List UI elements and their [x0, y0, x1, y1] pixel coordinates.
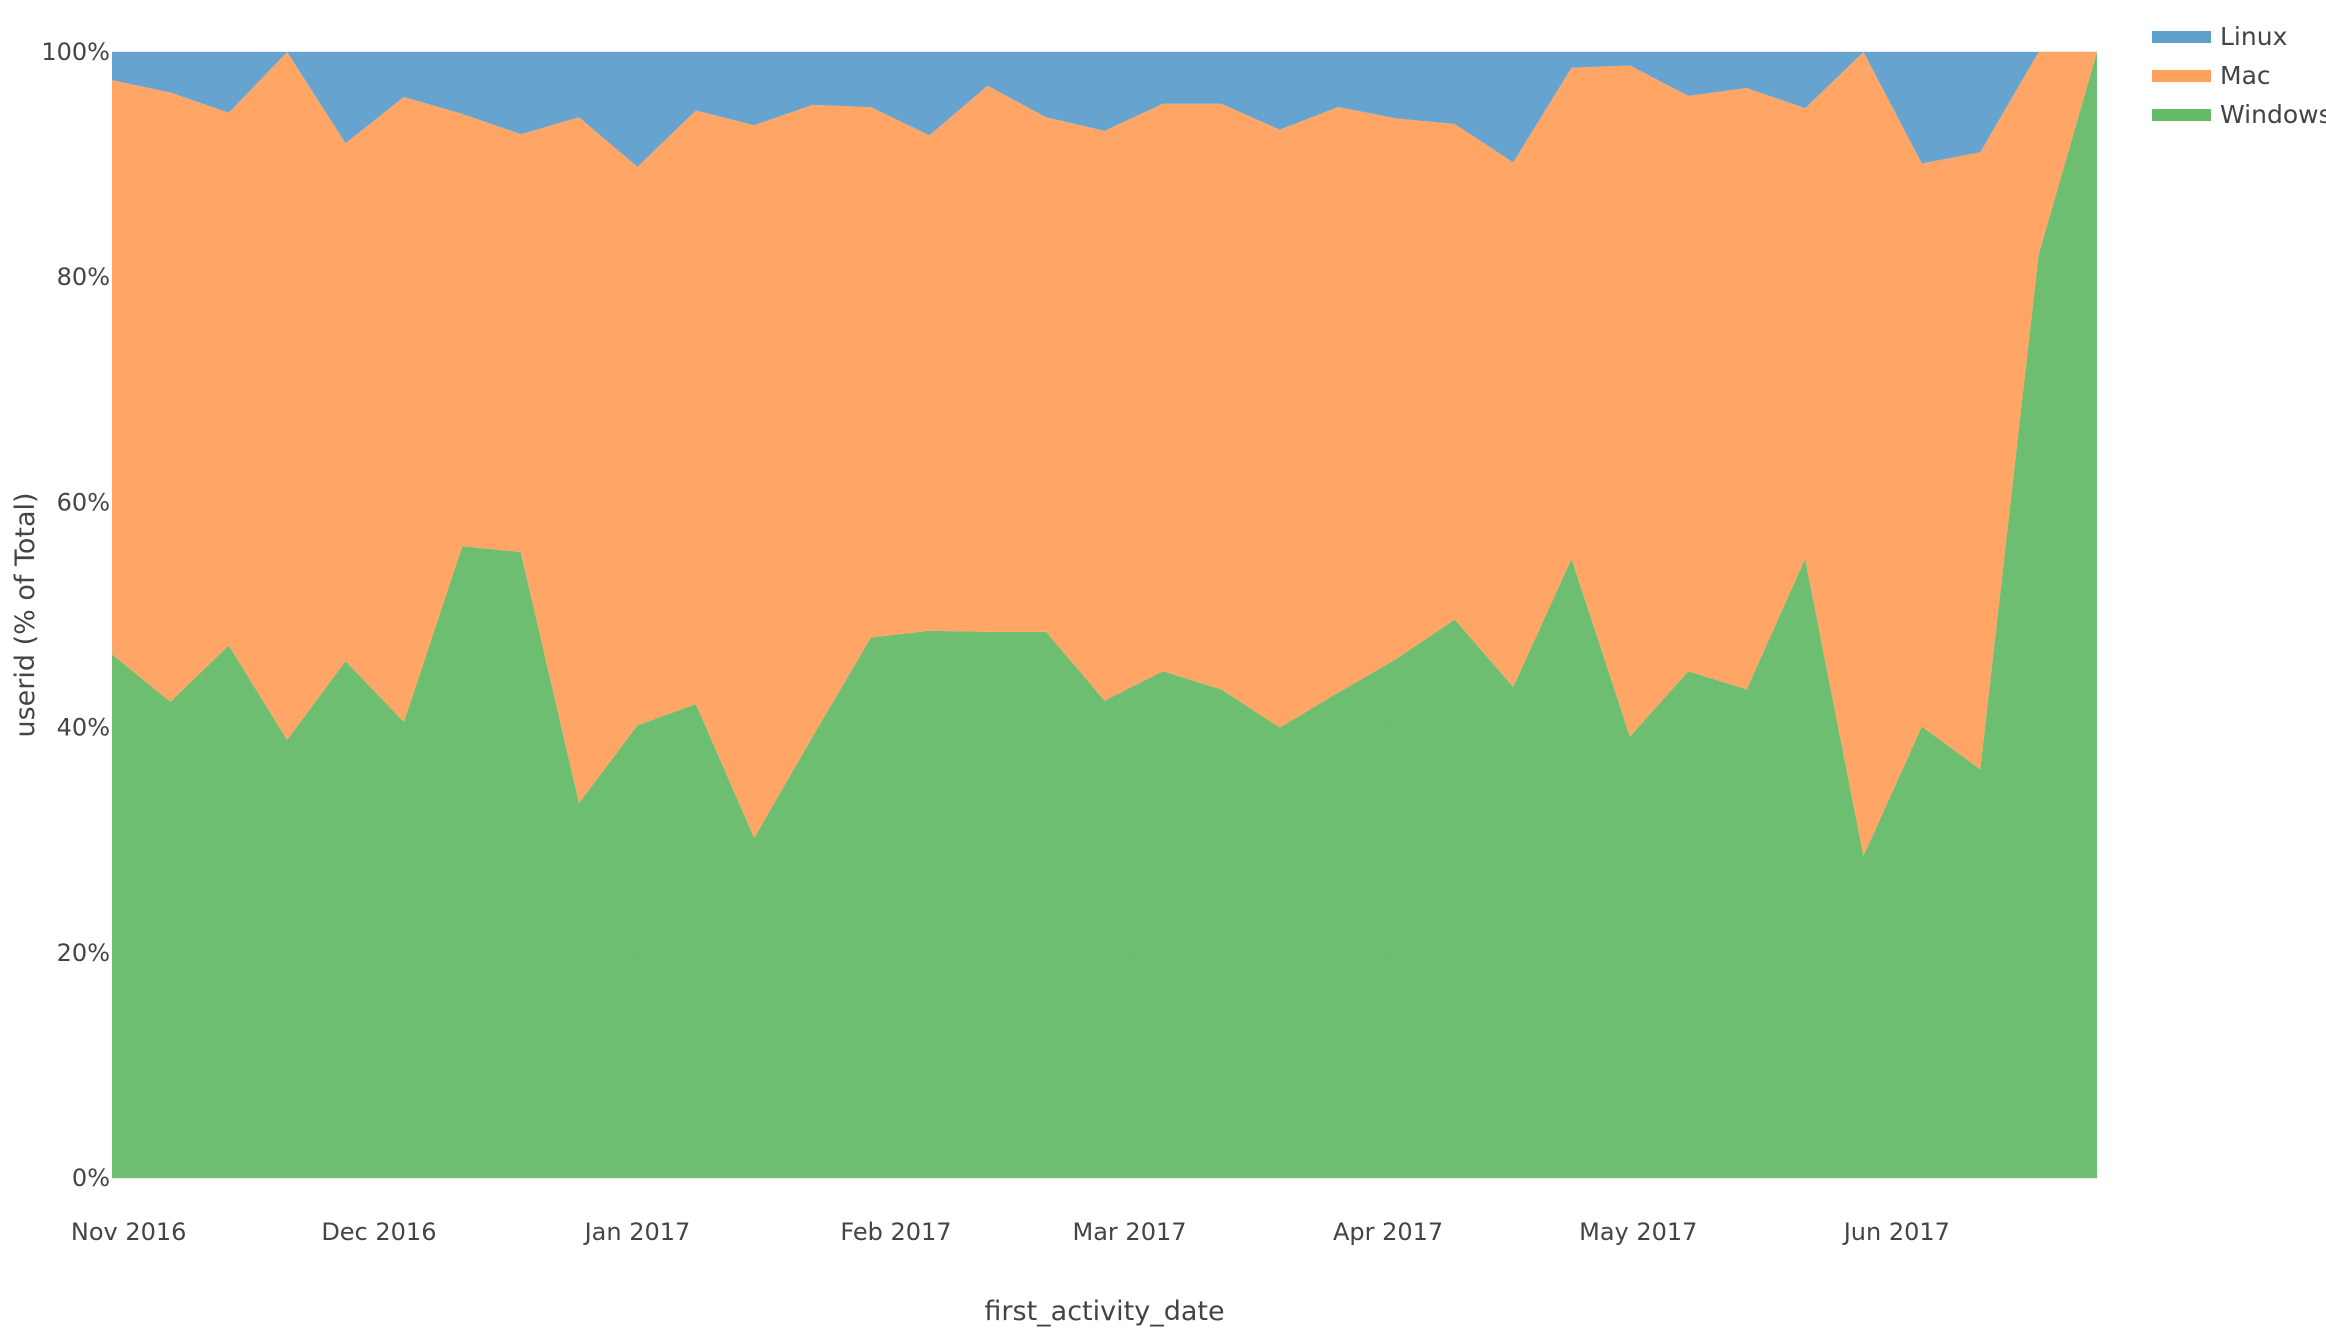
- series-area-windows[interactable]: [112, 52, 2097, 1178]
- area-series: [112, 52, 2097, 1178]
- legend-label: Mac: [2220, 61, 2271, 90]
- x-axis-title: first_activity_date: [984, 1296, 1224, 1327]
- legend-swatch: [2152, 31, 2211, 43]
- y-tick-label: 40%: [57, 714, 110, 742]
- x-tick-label: Dec 2016: [321, 1218, 436, 1246]
- x-tick-label: Feb 2017: [840, 1218, 951, 1246]
- x-tick-label: Jun 2017: [1842, 1218, 1950, 1246]
- x-tick-label: Nov 2016: [71, 1218, 187, 1246]
- axes: Nov 2016 Dec 2016 Jan 2017 Feb 2017 Mar 2017…: [41, 38, 1950, 1246]
- legend-item-windows[interactable]: Windows: [2152, 100, 2326, 129]
- x-tick-label: Apr 2017: [1333, 1218, 1443, 1246]
- y-tick-label: 60%: [57, 488, 110, 516]
- y-tick-label: 0%: [72, 1164, 110, 1192]
- y-tick-label: 80%: [57, 263, 110, 291]
- legend-item-linux[interactable]: Linux: [2152, 22, 2287, 51]
- legend-item-mac[interactable]: Mac: [2152, 61, 2271, 90]
- series-area-mac[interactable]: [112, 52, 2097, 856]
- x-tick-label: Jan 2017: [583, 1218, 691, 1246]
- y-tick-label: 100%: [41, 38, 110, 66]
- legend-label: Windows: [2220, 100, 2326, 129]
- x-tick-label: May 2017: [1579, 1218, 1697, 1246]
- y-tick-label: 20%: [57, 939, 110, 967]
- legend-swatch: [2152, 70, 2211, 82]
- x-tick-label: Mar 2017: [1073, 1218, 1187, 1246]
- legend[interactable]: Linux Mac Windows: [2152, 22, 2326, 129]
- y-axis-title: userid (% of Total): [10, 492, 41, 737]
- series-area-linux[interactable]: [112, 52, 2097, 167]
- legend-label: Linux: [2220, 22, 2287, 51]
- legend-swatch: [2152, 109, 2211, 121]
